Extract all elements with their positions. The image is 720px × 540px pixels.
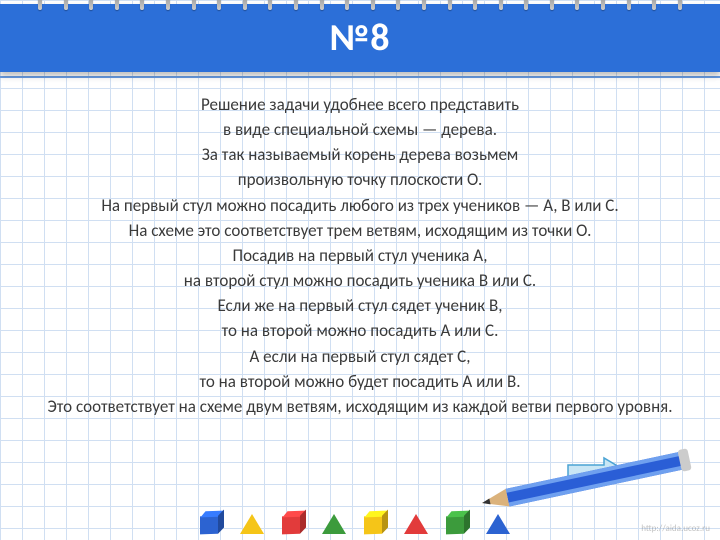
content-line: Решение задачи удобнее всего представить bbox=[30, 92, 690, 117]
content-line: А если на первый стул сядет С, bbox=[30, 344, 690, 369]
content-line: на второй стул можно посадить ученика В … bbox=[30, 268, 690, 293]
shape-cube bbox=[446, 512, 468, 535]
content-text: Решение задачи удобнее всего представить… bbox=[30, 92, 690, 419]
slide-title: №8 bbox=[329, 15, 390, 61]
content-line: Это соответствует на схеме двум ветвям, … bbox=[30, 394, 690, 419]
content-line: произвольную точку плоскости О. bbox=[30, 167, 690, 192]
watermark-text: http://aida.ucoz.ru bbox=[641, 523, 710, 534]
content-line: Посадив на первый стул ученика А, bbox=[30, 243, 690, 268]
slide: №8 Решение задачи удобнее всего представ… bbox=[0, 0, 720, 540]
shape-cube bbox=[282, 512, 304, 535]
content-line: в виде специальной схемы — дерева. bbox=[30, 117, 690, 142]
spiral-binding bbox=[38, 0, 682, 6]
content-line: За так называемый корень дерева возьмем bbox=[30, 142, 690, 167]
content-line: то на второй можно будет посадить А или … bbox=[30, 369, 690, 394]
header-bar: №8 bbox=[0, 4, 720, 72]
pencil-decoration bbox=[466, 442, 706, 522]
content-line: На первый стул можно посадить любого из … bbox=[30, 193, 690, 218]
shape-pyramid bbox=[240, 514, 264, 534]
content-line: то на второй можно посадить А или С. bbox=[30, 318, 690, 343]
shape-cube bbox=[200, 512, 222, 535]
header-underline bbox=[0, 76, 720, 78]
shape-pyramid bbox=[404, 514, 428, 534]
shape-pyramid bbox=[322, 514, 346, 534]
content-line: Если же на первый стул сядет ученик В, bbox=[30, 293, 690, 318]
content-line: На схеме это соответствует трем ветвям, … bbox=[30, 218, 690, 243]
shape-cube bbox=[364, 512, 386, 535]
